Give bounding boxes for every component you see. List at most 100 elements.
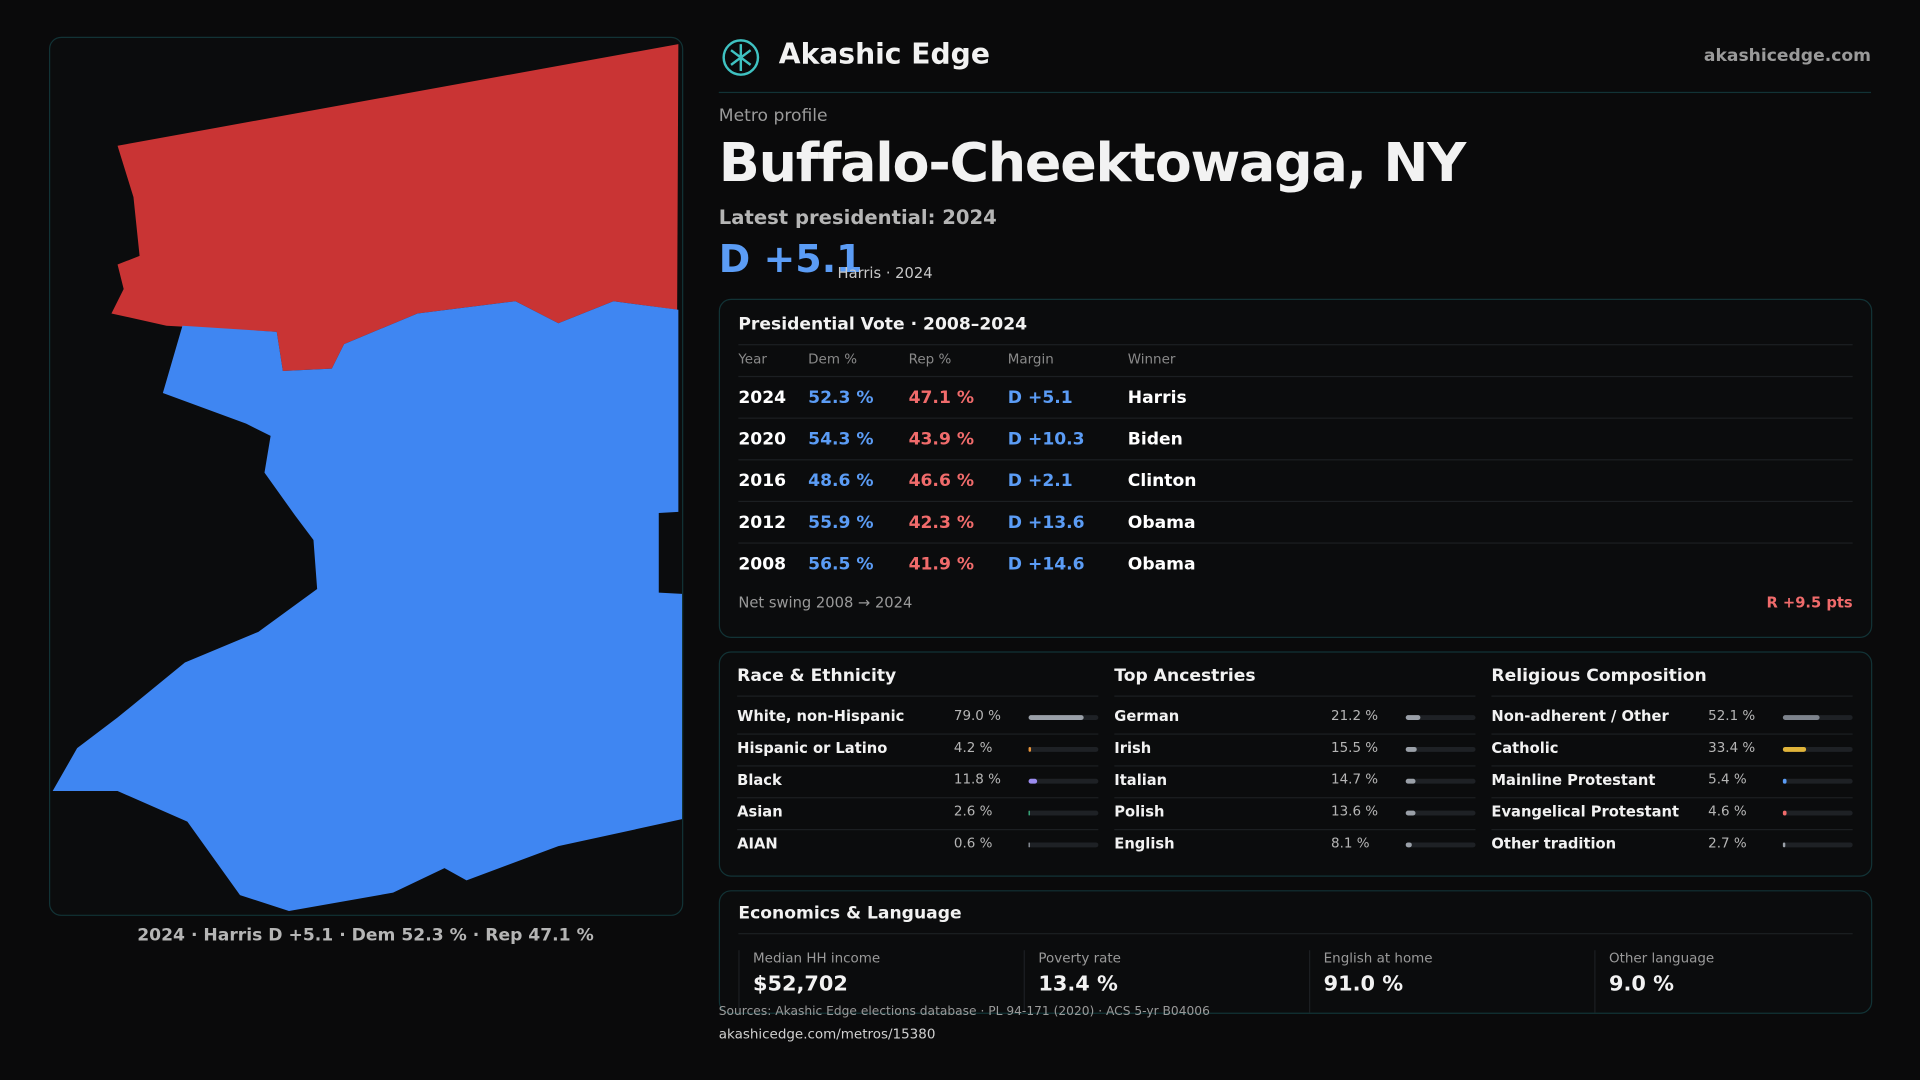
rule bbox=[738, 344, 1853, 346]
stat-label: Other language bbox=[1608, 950, 1715, 967]
item-value: 2.6 % bbox=[953, 803, 993, 820]
table-cell: 2024 bbox=[738, 388, 787, 408]
table-cell: D +5.1 bbox=[1007, 388, 1073, 408]
table-cell: 46.6 % bbox=[908, 471, 975, 492]
panel-title: Race & Ethnicity bbox=[737, 666, 897, 686]
rule bbox=[1491, 733, 1853, 735]
column-header: Dem % bbox=[808, 351, 858, 368]
rule bbox=[1114, 797, 1476, 799]
logo bbox=[722, 39, 760, 76]
bar bbox=[1028, 842, 1030, 848]
item-label: Hispanic or Latino bbox=[737, 739, 888, 757]
map bbox=[52, 44, 683, 912]
rule bbox=[1491, 797, 1853, 799]
bar-track bbox=[1028, 842, 1099, 848]
item-label: White, non-Hispanic bbox=[737, 707, 905, 725]
stat-value: 91.0 % bbox=[1323, 972, 1404, 997]
column-header: Winner bbox=[1127, 351, 1176, 368]
table-cell: Obama bbox=[1127, 554, 1196, 575]
column-header: Rep % bbox=[908, 351, 952, 368]
bar bbox=[1782, 778, 1787, 784]
bar bbox=[1782, 715, 1820, 721]
rule bbox=[737, 797, 1099, 799]
item-value: 52.1 % bbox=[1708, 707, 1756, 724]
item-label: English bbox=[1114, 835, 1175, 853]
stat-value: 9.0 % bbox=[1608, 972, 1674, 997]
item-label: Irish bbox=[1114, 739, 1152, 757]
bar-track bbox=[1782, 778, 1853, 784]
rule bbox=[737, 765, 1099, 767]
rule bbox=[738, 933, 1853, 935]
table-cell: Biden bbox=[1127, 429, 1183, 450]
bar bbox=[1782, 842, 1785, 848]
item-label: Black bbox=[737, 771, 782, 789]
item-label: Polish bbox=[1114, 803, 1165, 821]
bar bbox=[1405, 746, 1417, 752]
margin: D +5.1 bbox=[718, 237, 863, 282]
url[interactable]: akashicedge.com/metros/15380 bbox=[718, 1026, 936, 1043]
item-label: AIAN bbox=[737, 835, 778, 853]
item-value: 21.2 % bbox=[1331, 707, 1379, 724]
rule bbox=[1114, 695, 1476, 697]
stat-value: 13.4 % bbox=[1038, 972, 1118, 997]
stat-label: Poverty rate bbox=[1038, 950, 1121, 967]
divider bbox=[718, 91, 1872, 94]
item-value: 5.4 % bbox=[1708, 771, 1747, 788]
table-cell: Obama bbox=[1127, 513, 1196, 533]
economics: Economics & Language Median HH income $52… bbox=[718, 890, 1873, 1014]
stat-value: $52,702 bbox=[753, 972, 848, 997]
econ-title: Economics & Language bbox=[738, 903, 962, 924]
bar-track bbox=[1028, 810, 1099, 816]
table-cell: D +2.1 bbox=[1007, 471, 1073, 492]
rule bbox=[1491, 765, 1853, 767]
item-label: Evangelical Protestant bbox=[1491, 803, 1680, 821]
rule bbox=[1491, 828, 1853, 831]
table-row: 2012 55.9 % 42.3 % D +13.6 Obama bbox=[738, 500, 1853, 544]
margin-note: Harris · 2024 bbox=[837, 264, 933, 282]
item-label: Asian bbox=[737, 803, 783, 821]
stat-divider bbox=[738, 950, 740, 1013]
county-blue bbox=[52, 301, 683, 912]
bar-track bbox=[1782, 842, 1853, 848]
bar bbox=[1028, 715, 1084, 721]
stat-divider bbox=[1308, 950, 1311, 1013]
bar-track bbox=[1028, 746, 1099, 752]
table-cell: D +14.6 bbox=[1007, 554, 1085, 575]
item-value: 2.7 % bbox=[1708, 835, 1747, 852]
item-value: 13.6 % bbox=[1331, 803, 1379, 820]
table-cell: 56.5 % bbox=[808, 554, 874, 575]
demographics bbox=[718, 651, 1873, 877]
table-cell: 55.9 % bbox=[808, 513, 874, 533]
item-label: Other tradition bbox=[1491, 835, 1617, 853]
stat-label: Median HH income bbox=[753, 950, 881, 967]
item-value: 14.7 % bbox=[1331, 771, 1379, 788]
site[interactable]: akashicedge.com bbox=[1703, 46, 1872, 67]
table-title: Presidential Vote · 2008–2024 bbox=[738, 314, 1028, 335]
bar bbox=[1782, 746, 1807, 752]
table-cell: 42.3 % bbox=[908, 513, 975, 533]
table-cell: 47.1 % bbox=[908, 388, 975, 408]
bar-track bbox=[1405, 715, 1476, 721]
table-cell: 2020 bbox=[738, 429, 787, 450]
item-value: 8.1 % bbox=[1331, 835, 1370, 852]
item-value: 79.0 % bbox=[953, 707, 1001, 724]
item-value: 4.2 % bbox=[953, 739, 993, 756]
latest: Latest presidential: 2024 bbox=[718, 205, 997, 229]
rule bbox=[737, 733, 1099, 735]
table-cell: 43.9 % bbox=[908, 429, 975, 450]
metro-title: Buffalo-Cheektowaga, NY bbox=[718, 132, 1467, 195]
bar bbox=[1782, 810, 1787, 816]
item-label: Catholic bbox=[1491, 739, 1559, 757]
item-label: Italian bbox=[1114, 771, 1168, 789]
table-cell: 41.9 % bbox=[908, 554, 975, 575]
swing-label: Net swing 2008 → 2024 bbox=[738, 593, 913, 612]
table-cell: 2012 bbox=[738, 513, 787, 533]
table-cell: D +13.6 bbox=[1007, 513, 1085, 533]
rule bbox=[737, 828, 1099, 831]
stat-label: English at home bbox=[1323, 950, 1433, 967]
stat-divider bbox=[1023, 950, 1025, 1013]
rule bbox=[1114, 765, 1476, 767]
table-cell: 54.3 % bbox=[808, 429, 874, 450]
